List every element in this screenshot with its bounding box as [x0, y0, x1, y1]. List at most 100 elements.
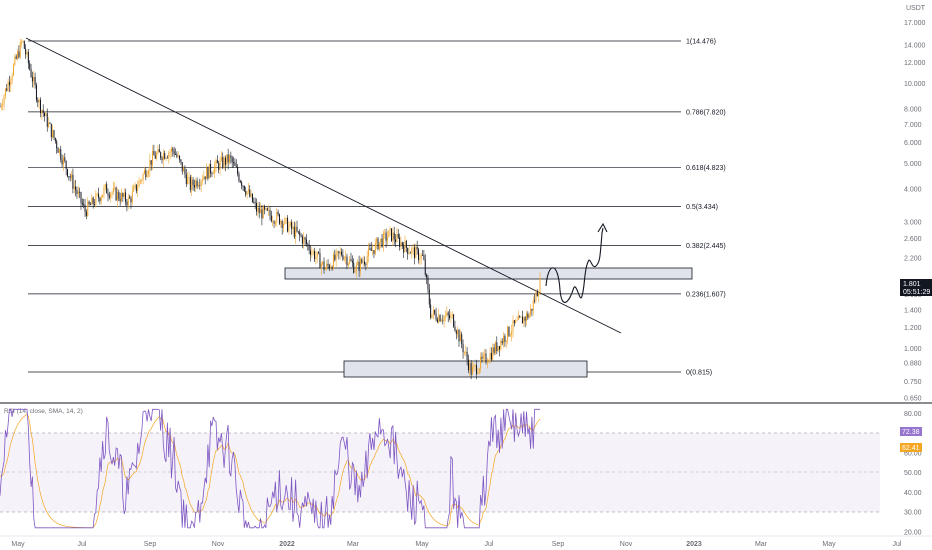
candle-body	[513, 320, 515, 324]
candle-body	[397, 234, 399, 238]
rsi-tick-4: 40.00	[904, 490, 922, 497]
candle-body	[270, 215, 272, 222]
candle-body	[366, 256, 368, 265]
candle-body	[40, 99, 41, 114]
downtrend-line[interactable]	[25, 37, 622, 334]
candle-body	[230, 155, 232, 158]
candle-body	[285, 217, 287, 219]
candle-body	[17, 51, 19, 59]
rsi-line	[0, 408, 540, 529]
candle-body	[207, 167, 209, 179]
candle-body	[405, 240, 407, 248]
fib-retracement[interactable]: 1(14.476) 0.786(7.820) 0.618(4.823) 0.5(3.4…	[28, 39, 726, 377]
candle-body	[192, 179, 194, 186]
time-tick-12: May	[822, 541, 836, 548]
candle-body	[251, 193, 253, 202]
candle-body	[135, 184, 137, 191]
candle-body	[353, 262, 355, 273]
candle-body	[361, 259, 363, 263]
candle-body	[242, 185, 244, 187]
candle-body	[143, 170, 145, 174]
candle-body	[37, 100, 39, 103]
candle-body	[157, 149, 159, 154]
candle-body	[14, 56, 16, 65]
candle-body	[374, 242, 376, 254]
candle-body	[276, 212, 278, 223]
candle-body	[489, 352, 491, 362]
candle-body	[104, 184, 106, 188]
price-tick-11: 2.200	[904, 255, 922, 262]
current-price-badge: 1.801 05:51:29	[900, 279, 932, 296]
fib-level-label: 0.618(4.823)	[686, 165, 726, 172]
candle-body	[295, 226, 297, 238]
candle-body	[210, 163, 212, 174]
candle-body	[0, 106, 1, 108]
candle-body	[467, 359, 469, 371]
candle-body	[278, 214, 280, 224]
candle-body	[116, 192, 118, 201]
candle-body	[297, 231, 299, 233]
candle-body	[426, 274, 428, 278]
candle-body	[215, 160, 217, 166]
candle-body	[412, 247, 414, 249]
time-tick-9: Nov	[620, 541, 633, 548]
candle-body	[424, 259, 426, 275]
fib-level-label: 0.236(1.607)	[686, 291, 726, 298]
candle-body	[141, 180, 143, 181]
candle-body	[121, 193, 122, 202]
candle-body	[56, 141, 58, 149]
candle-body	[300, 235, 302, 237]
main-pane: 1(14.476) 0.786(7.820) 0.618(4.823) 0.5(3.4…	[0, 37, 726, 380]
time-tick-0: May	[11, 541, 25, 548]
candle-body	[368, 248, 370, 257]
candle-body	[287, 217, 289, 232]
candle-body	[496, 342, 498, 352]
candle-body	[13, 64, 14, 76]
price-tick-2: 12.000	[904, 60, 926, 67]
candle-body	[291, 222, 293, 229]
candle-body	[485, 353, 487, 363]
candle-body	[393, 232, 395, 240]
candle-body	[355, 265, 357, 271]
candle-body	[146, 174, 148, 178]
candle-body	[6, 88, 8, 91]
candle-body	[288, 225, 290, 232]
resistance-zone[interactable]	[284, 267, 693, 280]
candle-body	[25, 48, 27, 55]
candle-body	[257, 207, 259, 212]
candle-body	[376, 238, 378, 243]
projection-path[interactable]	[545, 227, 604, 303]
candle-body	[156, 153, 158, 159]
candle-body	[80, 192, 82, 203]
candle-body	[431, 314, 433, 318]
candle-body	[430, 304, 432, 318]
candle-body	[320, 263, 322, 269]
candle-body	[107, 193, 109, 196]
candle-body	[453, 314, 455, 327]
candle-body	[94, 203, 95, 205]
candle-body	[83, 204, 85, 206]
candle-body	[203, 176, 205, 180]
candle-body	[401, 242, 403, 247]
candle-body	[62, 157, 64, 165]
candle-body	[222, 156, 224, 168]
candle-body	[326, 263, 328, 269]
candle-body	[122, 193, 124, 197]
candle-body	[342, 255, 344, 260]
candle-body	[162, 153, 164, 161]
candle-body	[283, 223, 284, 228]
candle-body	[154, 155, 156, 159]
candle-body	[337, 251, 338, 253]
price-tick-15: 1.000	[904, 346, 922, 353]
candle-body	[81, 202, 83, 205]
candle-body	[99, 197, 101, 202]
candle-body	[465, 351, 467, 353]
price-tick-4: 8.000	[904, 107, 922, 114]
candle-body	[114, 187, 116, 189]
candle-body	[386, 237, 388, 241]
candle-body	[129, 197, 131, 199]
candle-body	[269, 210, 271, 216]
candle-body	[184, 168, 186, 175]
support-zone[interactable]	[343, 360, 588, 378]
